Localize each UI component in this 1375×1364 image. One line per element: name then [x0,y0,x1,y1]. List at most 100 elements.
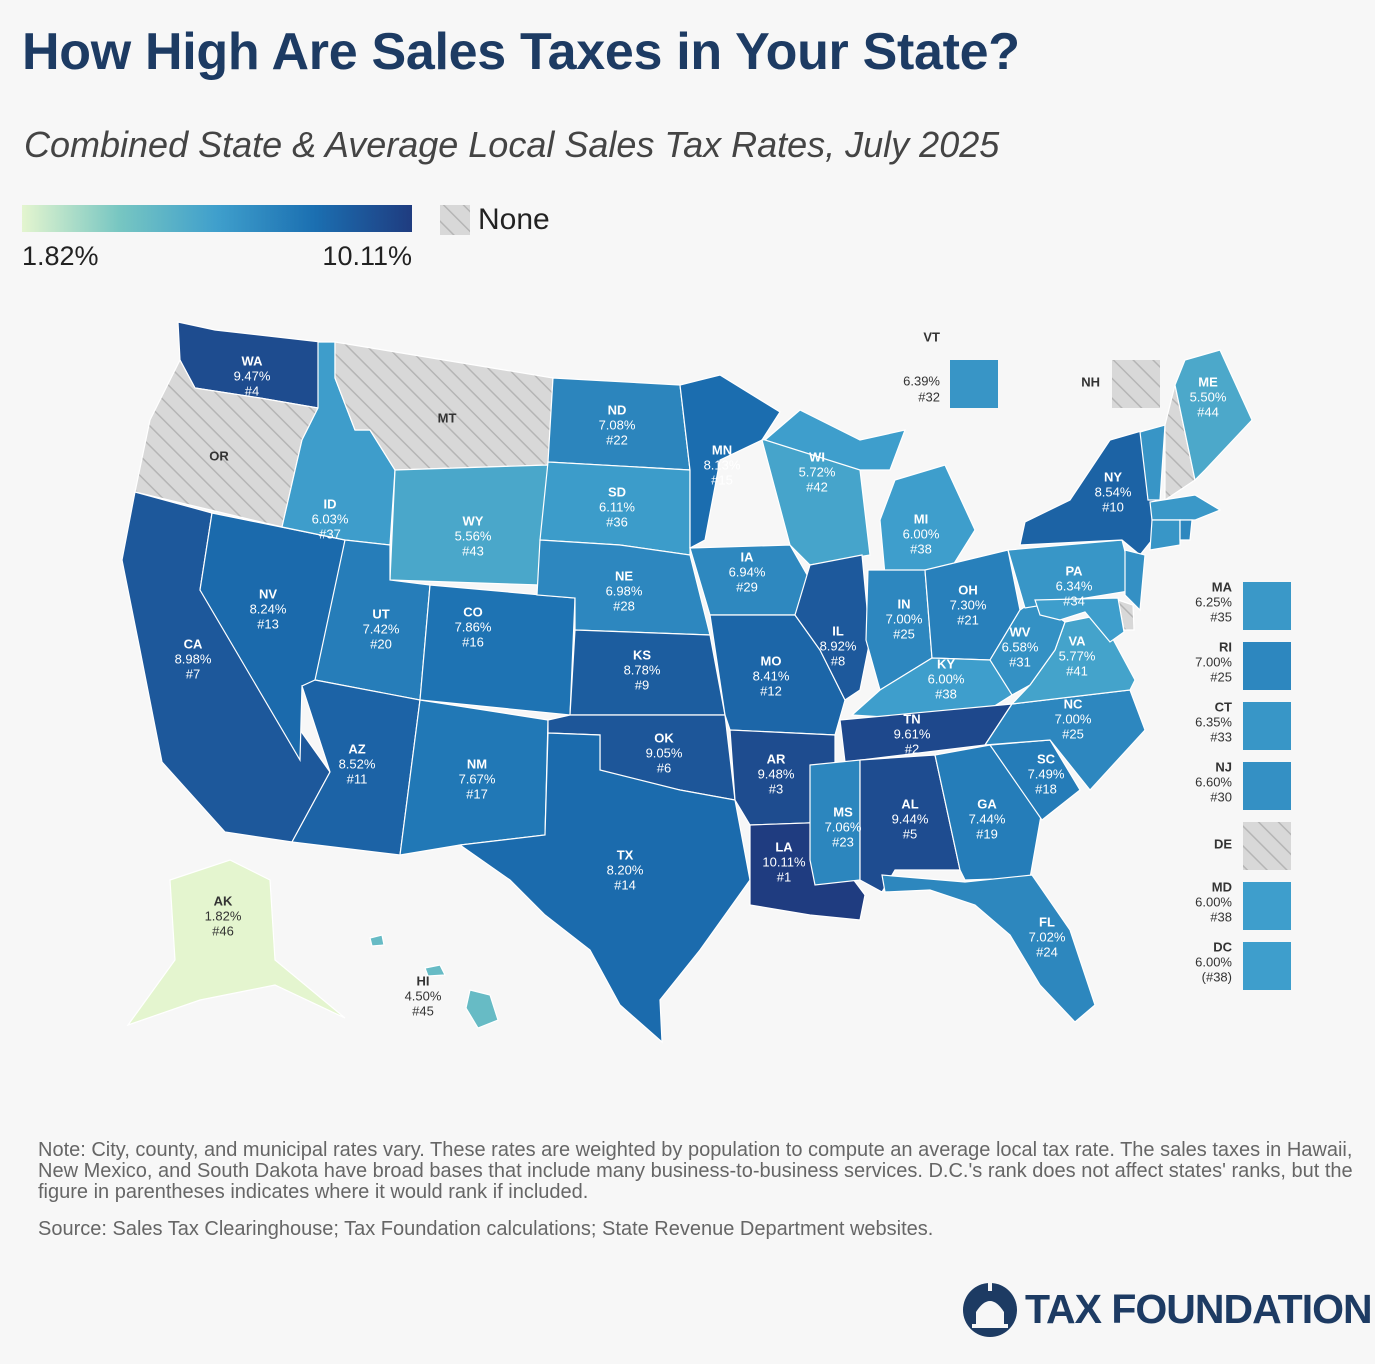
state-abbr: RI [1219,639,1232,654]
state-rank: #20 [370,636,392,651]
state-rate: 6.58% [1002,639,1039,654]
state-abbr: MA [1212,579,1233,594]
state-rank: #14 [614,877,636,892]
state-abbr: CT [1215,699,1232,714]
state-abbr: IL [832,623,844,638]
state-rate: 9.48% [758,766,795,781]
state-abbr: MS [833,804,853,819]
note: Note: City, county, and municipal rates … [38,1139,1353,1203]
state-rate: 7.00% [1195,654,1232,669]
state-rank: #30 [1210,789,1232,804]
state-shape [809,759,861,886]
state-box [1243,882,1291,930]
state-rate: 8.54% [1095,484,1132,499]
states [121,321,1253,1044]
state-rate: 10.11% [762,854,806,869]
state-abbr: VA [1068,633,1086,648]
state-rate: 8.52% [339,756,376,771]
state-abbr: TN [903,711,920,726]
state-rank: #44 [1197,404,1219,419]
state-rate: 8.92% [820,638,857,653]
state-rank: #7 [186,666,200,681]
state-rank: #46 [212,923,234,938]
state-rank: #34 [1063,593,1085,608]
state-abbr: VT [923,329,940,344]
state-rank: #31 [1009,654,1031,669]
state-abbr: SD [608,484,626,499]
state-rank: #23 [832,834,854,849]
state-abbr: NY [1104,469,1122,484]
state-abbr: MD [1212,879,1232,894]
state-rate: 8.41% [753,668,790,683]
state-rate: 5.56% [455,528,492,543]
state-rate: 6.03% [312,511,349,526]
state-rank: #15 [711,472,733,487]
state-rank: #18 [1035,781,1057,796]
state-abbr: HI [417,973,430,988]
state-abbr: MI [914,511,928,526]
state-abbr: AK [214,893,233,908]
state-rank: #25 [1062,726,1084,741]
state-shape [989,599,1066,696]
state-box [950,360,998,408]
state-abbr: NH [1081,374,1100,389]
state-rank: #38 [1210,909,1232,924]
state-abbr: ME [1198,374,1218,389]
state-rate: 7.49% [1028,766,1065,781]
state-rate: 9.47% [234,368,271,383]
state-abbr: PA [1065,563,1083,578]
legend-min-label: 1.82% [22,241,99,271]
title: How High Are Sales Taxes in Your State? [22,23,1020,81]
state-abbr: AR [767,751,786,766]
state-rank: #1 [777,869,791,884]
state-rank: #13 [257,616,279,631]
state-rank: #2 [905,741,919,756]
state-box [1112,360,1160,408]
state-rate: 8.20% [607,862,644,877]
state-rank: #29 [736,579,758,594]
state-rank: #12 [760,683,782,698]
state-abbr: WA [242,353,264,368]
state-shape [1124,549,1146,612]
state-rank: #38 [910,541,932,556]
state-box [1243,582,1291,630]
state-rate: 5.50% [1190,389,1227,404]
state-abbr: CA [184,636,203,651]
state-abbr: NV [259,586,277,601]
state-shape [1174,349,1253,482]
state-rank: #19 [976,826,998,841]
state-box [1243,822,1291,870]
state-shape [369,934,499,1029]
state-abbr: WY [463,513,484,528]
state-rank: #25 [1210,669,1232,684]
state-rate: 9.05% [646,745,683,760]
state-abbr: IN [898,596,911,611]
state-rate: 7.02% [1029,929,1066,944]
state-rank: #36 [606,514,628,529]
labels: WA9.47%#4ORCA8.98%#7NV8.24%#13ID6.03%#37… [175,329,1291,1018]
state-rate: 6.00% [903,526,940,541]
legend-max-label: 10.11% [322,241,412,271]
state-rank: #42 [806,479,828,494]
state-rate: 7.44% [969,811,1006,826]
state-shape [1149,494,1222,521]
state-rate: 4.50% [405,988,442,1003]
state-rate: 9.61% [894,726,931,741]
state-rank: #22 [606,432,628,447]
state-abbr: NC [1064,696,1083,711]
state-rank: #5 [903,826,917,841]
state-rate: 7.00% [886,611,923,626]
state-abbr: MN [712,442,732,457]
state-abbr: AZ [348,741,365,756]
state-shape [419,584,576,716]
state-rank: #37 [319,526,341,541]
state-abbr: KY [937,656,955,671]
state-rank: #38 [935,686,957,701]
state-rate: 6.34% [1056,578,1093,593]
state-rate: 5.77% [1059,648,1096,663]
state-rank: #25 [893,626,915,641]
state-rate: 7.08% [599,417,636,432]
state-rate: 6.00% [1195,894,1232,909]
